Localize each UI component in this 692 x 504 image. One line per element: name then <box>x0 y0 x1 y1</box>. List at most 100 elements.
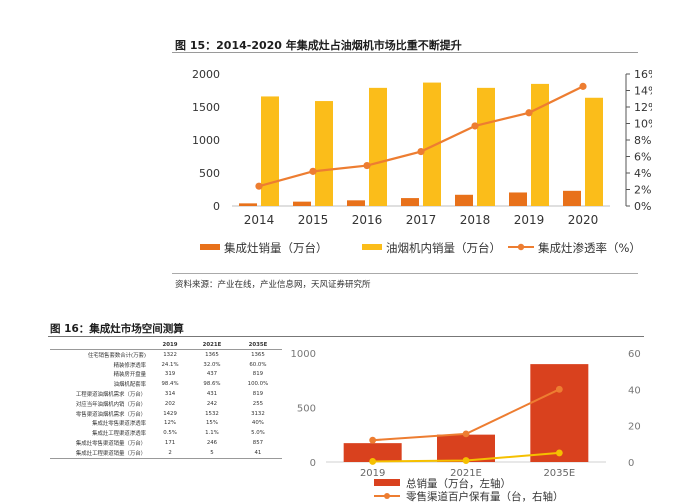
table-row: 油烟机配套率 98.4% 98.6% 100.0% <box>50 379 282 389</box>
legend-swatch-range-hood <box>362 244 382 250</box>
table-cell: 5.0% <box>251 430 265 437</box>
table-cell: 819 <box>252 371 264 378</box>
table-cell: 60.0% <box>249 361 267 368</box>
bar-integrated-stove <box>293 201 311 206</box>
chart1-legend: 集成灶销量（万台） 油烟机内销量（万台） 集成灶渗透率（%） <box>200 241 641 255</box>
row-label: 集成灶工程渠道渗透率 <box>92 431 146 438</box>
bar-integrated-stove <box>455 194 473 206</box>
row-label: 住宅销售套数合计(万套) <box>87 352 146 359</box>
bar-range-hood <box>423 82 441 206</box>
bar-integrated-stove <box>563 190 581 206</box>
table-row: 住宅销售套数合计(万套) 1322 1365 1365 <box>50 350 282 360</box>
penetration-point <box>309 167 317 175</box>
chart2-line <box>369 385 563 465</box>
table-cell: 1429 <box>163 410 177 417</box>
table-cell: 314 <box>164 391 176 398</box>
y-tick-label: 2000 <box>192 68 220 81</box>
y-tick-label: 500 <box>297 404 316 415</box>
table-row: 集成灶工程渠道渗透率 0.5% 1.1% 5.0% <box>50 428 282 438</box>
table-cell: 1365 <box>251 351 265 358</box>
chart1-left-axis: 0 500 1000 1500 2000 <box>192 68 220 213</box>
chart1-x-axis: 2014 2015 2016 2017 2018 2019 2020 <box>244 213 599 227</box>
table-cell: 319 <box>164 371 176 378</box>
table-cell: 1365 <box>205 351 219 358</box>
retail-ownership-point <box>462 430 470 438</box>
legend-swatch-integrated-stove <box>200 244 220 250</box>
secondary-point <box>462 457 470 464</box>
figure-16-chart: 0 500 1000 0 20 40 60 2019 2021E 2035E 总销量（万台，左… <box>291 349 641 503</box>
secondary-point <box>555 449 563 457</box>
table-cell: 41 <box>233 447 282 459</box>
row-label: 集成灶工程渠道销量（万台） <box>50 447 150 459</box>
legend-label: 集成灶销量（万台） <box>224 241 328 255</box>
bar-range-hood <box>477 87 495 206</box>
bar-integrated-stove <box>509 192 527 206</box>
chart2-legend: 总销量（万台，左轴）零售渠道百户保有量（台，右轴） <box>374 477 564 503</box>
penetration-point <box>255 182 263 190</box>
y-tick-label: 0 <box>310 458 316 469</box>
bar-range-hood <box>315 101 333 206</box>
table-row: 工程渠道油烟机需求（万台） 314 431 819 <box>50 389 282 399</box>
bar-range-hood <box>585 97 603 206</box>
row-label: 集成灶零售渠道销量（万台） <box>75 441 146 448</box>
table-header-label <box>50 340 150 350</box>
row-label: 集成灶零售渠道渗透率 <box>92 421 146 428</box>
y2-tick-label: 20 <box>628 422 641 433</box>
penetration-point <box>417 147 425 156</box>
row-label: 精装房开盘量 <box>113 372 146 379</box>
figure-16-title: 图 16：集成灶市场空间测算 <box>50 323 184 335</box>
chart2-right-axis: 0 20 40 60 <box>628 349 641 469</box>
y2-tick-label: 4% <box>634 167 651 180</box>
table-cell: 437 <box>206 371 218 378</box>
table-cell: 40% <box>251 420 264 427</box>
table-cell: 3132 <box>251 410 265 417</box>
legend-label: 零售渠道百户保有量（台，右轴） <box>406 490 564 503</box>
legend-marker-retail <box>384 493 390 499</box>
x-tick-label: 2016 <box>352 213 383 227</box>
x-tick-label: 2021E <box>450 468 482 479</box>
chart1-right-axis: 0% 2% 4% 6% 8% 10% 12% 14% 16% <box>625 68 652 213</box>
legend-label: 油烟机内销量（万台） <box>386 241 501 255</box>
table-cell: 98.6% <box>203 381 221 388</box>
market-estimate-table: 2019 2021E 2035E 住宅销售套数合计(万套) 1322 1365 … <box>50 340 282 459</box>
legend-label: 总销量（万台，左轴） <box>406 477 511 490</box>
retail-ownership-point <box>555 385 563 393</box>
table-cell: 15% <box>205 420 218 427</box>
table-cell: 12% <box>164 420 177 427</box>
figure-15-source-rule <box>172 273 638 274</box>
x-tick-label: 2017 <box>406 213 437 227</box>
x-tick-label: 2019 <box>514 213 545 227</box>
figure-15-title-rule <box>172 52 638 53</box>
table-row: 集成灶零售渠道渗透率 12% 15% 40% <box>50 419 282 429</box>
chart1-line <box>255 82 587 190</box>
penetration-point <box>363 161 371 170</box>
chart2-left-axis: 0 500 1000 <box>291 349 316 469</box>
table-header-row: 2019 2021E 2035E <box>50 340 282 350</box>
table-header-cell: 2035E <box>233 340 282 350</box>
bar-integrated-stove <box>239 203 257 206</box>
y2-tick-label: 14% <box>634 85 652 98</box>
table-row: 对应当年油烟机内销（万台） 202 242 255 <box>50 399 282 409</box>
x-tick-label: 2018 <box>460 213 491 227</box>
y2-tick-label: 8% <box>634 134 651 147</box>
x-tick-label: 2019 <box>360 468 385 479</box>
penetration-point <box>579 82 587 90</box>
table-cell: 171 <box>164 440 176 447</box>
row-label: 对应当年油烟机内销（万台） <box>75 401 146 408</box>
y2-tick-label: 0 <box>628 458 634 469</box>
secondary-point <box>369 458 377 465</box>
table-cell: 255 <box>252 400 264 407</box>
y-tick-label: 1000 <box>291 349 316 360</box>
chart2-x-axis: 2019 2021E 2035E <box>360 468 575 479</box>
table-row: 精装房开盘量 319 437 819 <box>50 370 282 380</box>
y-tick-label: 500 <box>199 167 220 180</box>
table-row: 精装修渗透率 24.1% 32.0% 60.0% <box>50 360 282 370</box>
table-header-cell: 2021E <box>190 340 234 350</box>
retail-ownership-point <box>369 436 377 444</box>
table-cell: 0.5% <box>163 430 177 437</box>
bar-range-hood <box>531 83 549 206</box>
table-cell: 202 <box>164 400 176 407</box>
bar-integrated-stove <box>347 200 365 206</box>
y2-tick-label: 40 <box>628 385 641 396</box>
legend-swatch-total-sales <box>374 479 400 486</box>
